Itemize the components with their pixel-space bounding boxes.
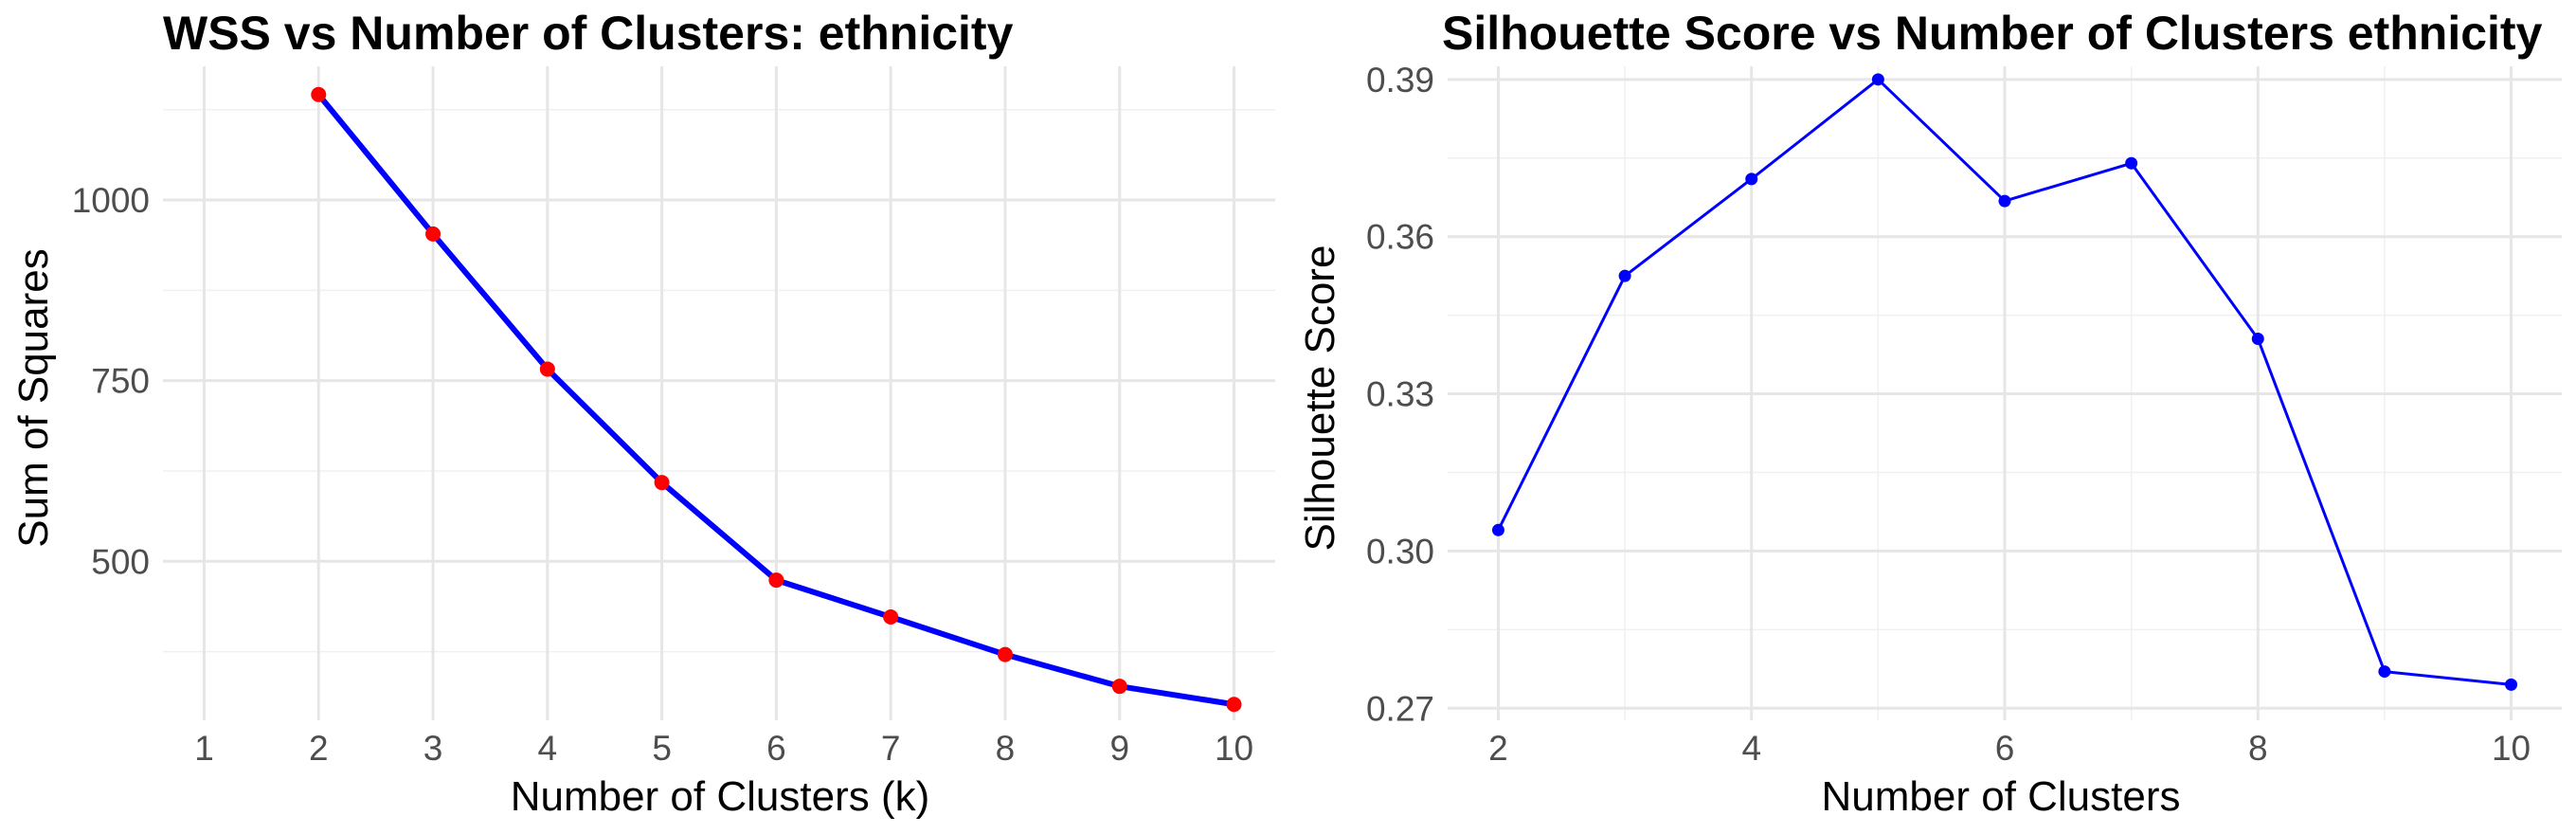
data-point — [1998, 194, 2011, 208]
data-point — [311, 86, 327, 102]
x-tick-label: 7 — [881, 729, 901, 768]
wss-series — [311, 86, 1242, 713]
x-tick-label: 1 — [194, 729, 214, 768]
x-tick-label: 2 — [309, 729, 329, 768]
data-point — [883, 608, 899, 625]
silhouette-x-tick-labels: 2 4 6 8 10 — [1488, 729, 2531, 768]
silhouette-y-tick-labels: 0.27 0.30 0.33 0.36 0.39 — [1366, 61, 1434, 728]
x-tick-label: 9 — [1109, 729, 1129, 768]
y-tick-label: 0.36 — [1366, 218, 1434, 257]
x-tick-label: 8 — [996, 729, 1016, 768]
silhouette-chart: Silhouette Score vs Number of Clusters e… — [1297, 7, 2562, 820]
data-point — [2125, 156, 2138, 170]
data-point — [1871, 73, 1884, 86]
x-tick-label: 10 — [1215, 729, 1253, 768]
data-point — [2378, 665, 2391, 679]
silhouette-y-axis-title: Silhouette Score — [1297, 245, 1343, 552]
y-tick-label: 1000 — [72, 181, 150, 220]
silhouette-x-axis-title: Number of Clusters — [1821, 773, 2180, 820]
data-point — [425, 226, 441, 242]
data-point — [1226, 697, 1242, 713]
y-tick-label: 0.33 — [1366, 375, 1434, 414]
data-point — [768, 572, 784, 589]
x-tick-label: 5 — [652, 729, 672, 768]
wss-gridlines — [163, 66, 1275, 720]
x-tick-label: 8 — [2248, 729, 2268, 768]
x-tick-label: 2 — [1488, 729, 1508, 768]
x-tick-label: 4 — [1741, 729, 1761, 768]
data-point — [1745, 172, 1758, 186]
wss-y-tick-labels: 500 750 1000 — [72, 181, 150, 581]
y-tick-label: 500 — [91, 542, 150, 581]
data-point — [1491, 523, 1504, 536]
wss-chart: WSS vs Number of Clusters: ethnicity 500… — [10, 7, 1275, 820]
y-tick-label: 0.30 — [1366, 532, 1434, 571]
x-tick-label: 10 — [2492, 729, 2531, 768]
x-tick-label: 6 — [1995, 729, 2015, 768]
data-point — [997, 646, 1013, 662]
wss-x-tick-labels: 1 2 3 4 5 6 7 8 9 10 — [194, 729, 1253, 768]
y-tick-label: 750 — [91, 362, 150, 401]
wss-chart-title: WSS vs Number of Clusters: ethnicity — [163, 7, 1014, 60]
wss-x-axis-title: Number of Clusters (k) — [511, 773, 930, 820]
data-point — [1111, 679, 1127, 695]
y-tick-label: 0.27 — [1366, 689, 1434, 728]
data-point — [1618, 269, 1631, 282]
silhouette-series — [1491, 73, 2518, 691]
data-point — [539, 361, 555, 377]
silhouette-gridlines — [1448, 66, 2562, 720]
data-point — [2251, 333, 2264, 345]
x-tick-label: 3 — [423, 729, 443, 768]
y-tick-label: 0.39 — [1366, 61, 1434, 100]
data-point — [654, 475, 670, 491]
wss-y-axis-title: Sum of Squares — [10, 248, 57, 548]
data-point — [2505, 678, 2518, 691]
x-tick-label: 6 — [766, 729, 786, 768]
x-tick-label: 4 — [538, 729, 558, 768]
silhouette-chart-title: Silhouette Score vs Number of Clusters e… — [1442, 7, 2543, 60]
